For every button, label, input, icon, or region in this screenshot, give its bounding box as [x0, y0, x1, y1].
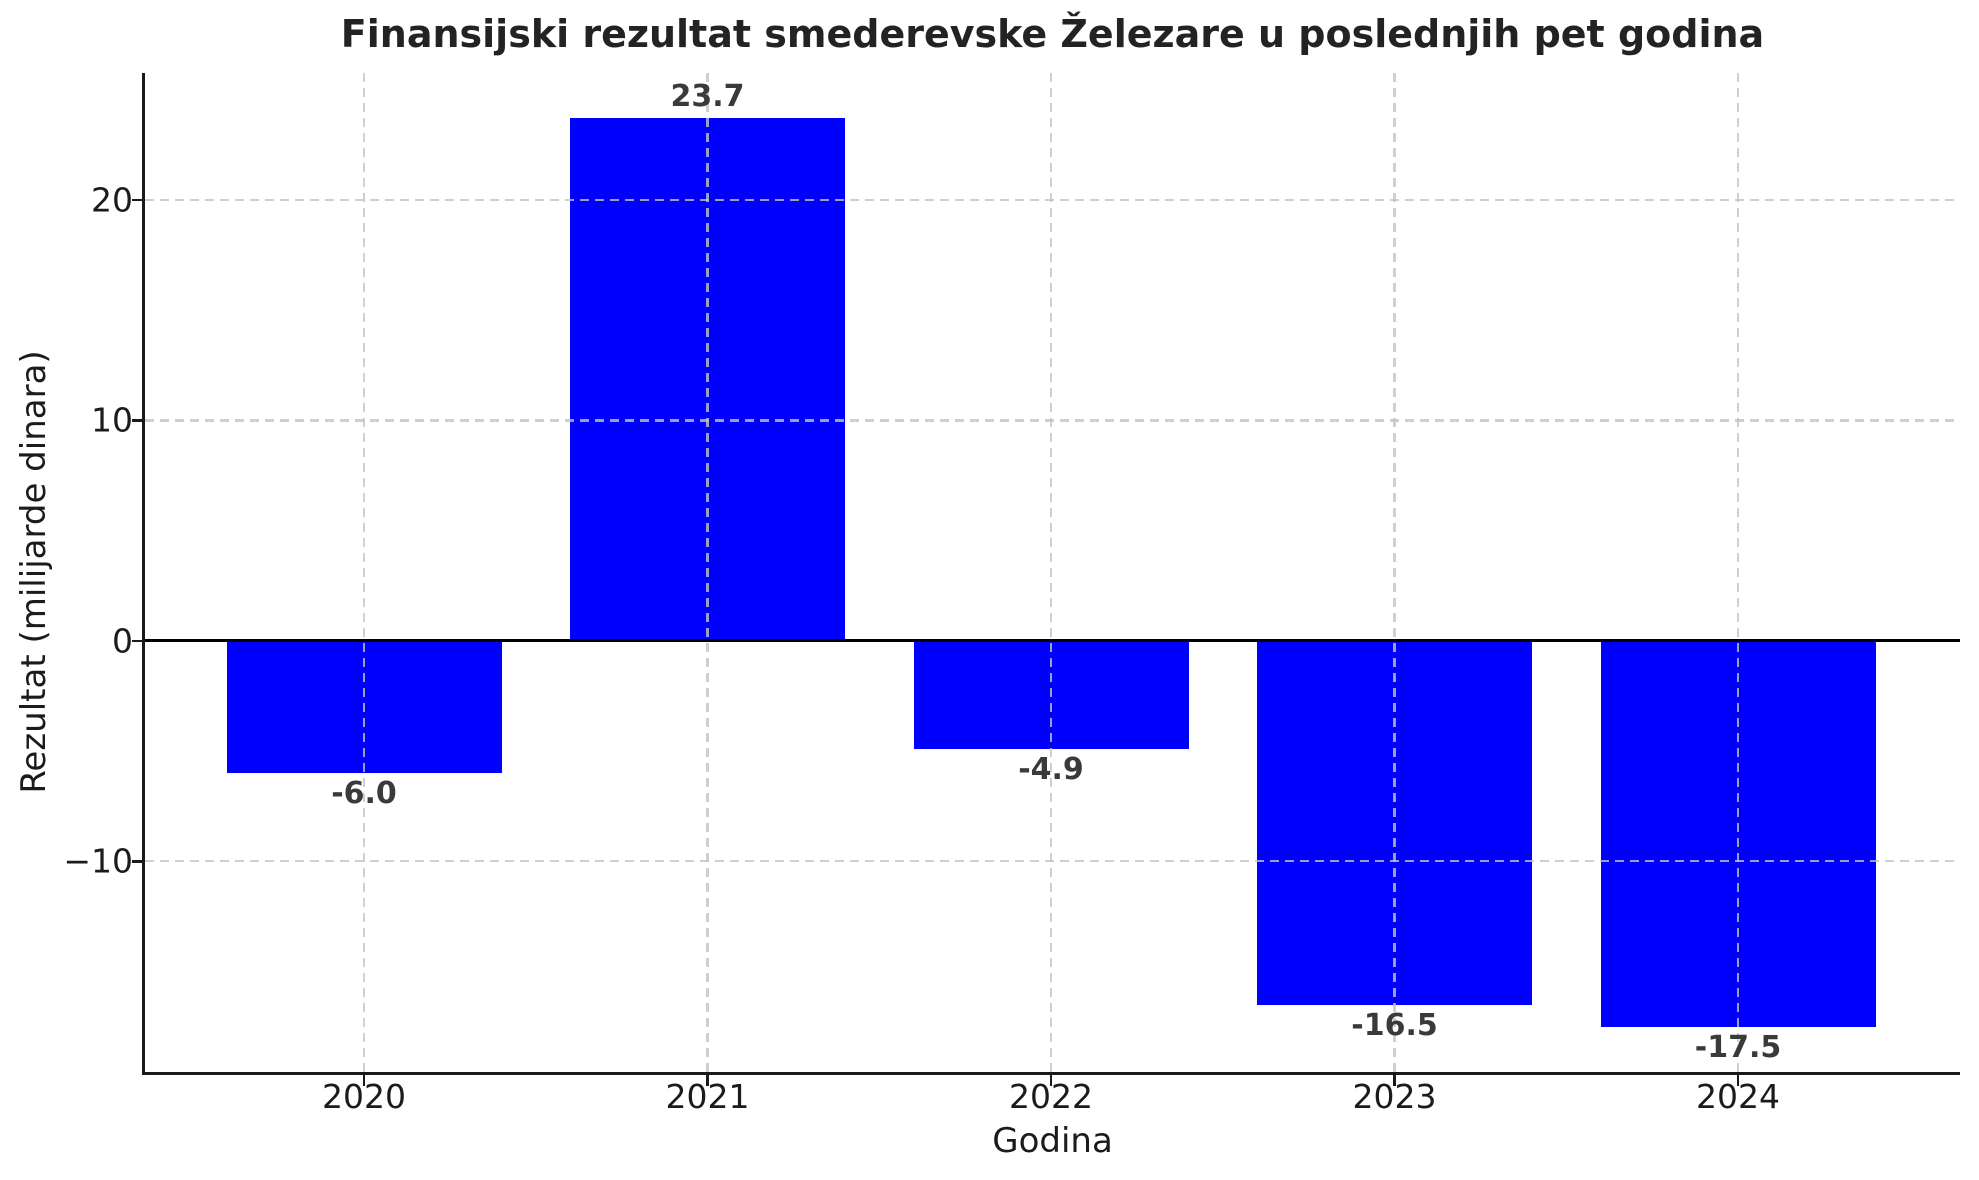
x-axis-tick — [706, 1074, 709, 1086]
bar-value-label: -6.0 — [331, 776, 397, 812]
x-axis-tick — [1736, 1074, 1740, 1086]
chart-title: Finansijski rezultat smederevske Železar… — [340, 12, 1765, 56]
v-gridline — [1049, 73, 1053, 1072]
x-tick-label: 2023 — [1352, 1077, 1437, 1116]
bar-value-label: -17.5 — [1694, 1029, 1782, 1065]
x-tick-label: 2021 — [665, 1077, 750, 1116]
x-axis-label: Godina — [992, 1121, 1113, 1161]
h-gridline — [145, 198, 1960, 202]
h-gridline — [145, 860, 1960, 863]
y-axis-tick — [132, 859, 143, 863]
x-tick-label: 2024 — [1696, 1077, 1780, 1116]
v-gridline — [706, 73, 709, 1072]
h-gridline — [145, 419, 1960, 422]
v-gridline — [362, 73, 366, 1072]
y-tick-label: 10 — [91, 400, 133, 440]
bar-value-label: -16.5 — [1351, 1007, 1438, 1043]
x-axis-tick — [362, 1074, 366, 1086]
left-spine — [142, 73, 145, 1075]
x-axis-tick — [1049, 1074, 1053, 1086]
y-tick-label: −10 — [63, 841, 133, 881]
bottom-spine — [142, 1072, 1960, 1075]
y-tick-label: 0 — [112, 621, 133, 661]
y-axis-tick — [132, 198, 143, 202]
v-gridline — [1736, 73, 1740, 1072]
x-tick-label: 2022 — [1009, 1077, 1093, 1116]
bar-value-label: 23.7 — [670, 79, 745, 115]
y-tick-label: 20 — [91, 180, 133, 220]
x-tick-label: 2020 — [322, 1077, 406, 1116]
zero-line — [145, 639, 1960, 643]
y-axis-tick — [132, 639, 143, 643]
x-axis-tick — [1393, 1074, 1396, 1086]
bar-value-label: -4.9 — [1018, 751, 1084, 787]
v-gridline — [1393, 73, 1396, 1072]
y-axis-tick — [132, 419, 143, 422]
